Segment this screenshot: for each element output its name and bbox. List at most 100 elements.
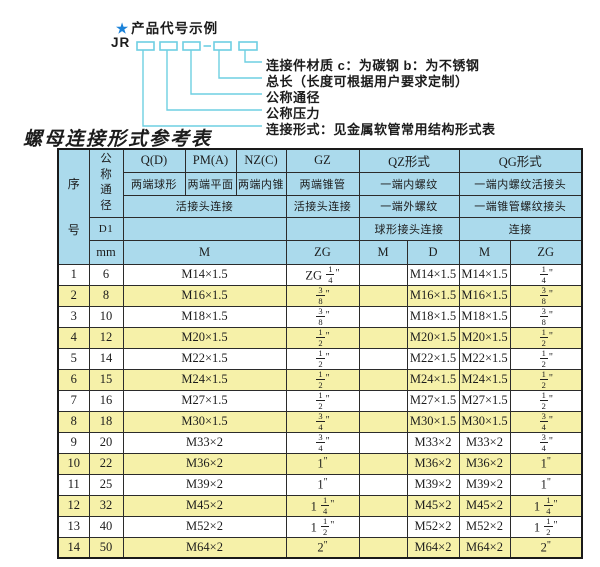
table-cell: 1 2 "	[285, 368, 360, 391]
table-cell: M14×1.5	[458, 263, 511, 286]
table-cell: M39×2	[458, 473, 511, 496]
table-cell: 20	[88, 431, 124, 454]
header-d1: D1	[88, 216, 124, 241]
callout-nominal-pressure: 公称压力	[266, 106, 321, 121]
table-cell: M22×1.5	[458, 347, 511, 370]
reference-table: 序号 公称通径 Q(D) PM(A) NZ(C) GZ QZ形式 QG形式 两端…	[57, 148, 584, 559]
header-union-connection: 活接头连接	[122, 194, 287, 218]
table-cell: 2"	[285, 536, 360, 559]
table-row: 1 6 M14×1.5 ZG 1 4 " M14×1.5 M14×1.5 1 4 "	[57, 263, 583, 286]
table-cell: M39×2	[122, 473, 287, 496]
table-cell: M36×2	[458, 452, 511, 475]
table-cell: 3 8 "	[285, 284, 360, 307]
table-cell	[358, 452, 408, 475]
table-cell: M36×2	[406, 452, 460, 475]
table-cell: 1 2 "	[285, 326, 360, 349]
table-cell: M52×2	[406, 515, 460, 538]
table-cell	[358, 347, 408, 370]
table-cell: 3 4 "	[285, 431, 360, 454]
table-row: 7 16 M27×1.5 1 2 " M27×1.5 M27×1.5 1 2 "	[57, 389, 583, 412]
table-cell	[358, 494, 408, 517]
table-cell	[358, 305, 408, 328]
table-cell: 1 2 "	[285, 389, 360, 412]
header-q-desc: 两端球形	[122, 171, 186, 196]
table-row: 9 20 M33×2 3 4 " M33×2 M33×2 3 4 "	[57, 431, 583, 454]
table-cell: 3 8 "	[509, 284, 583, 307]
header-gz-connection: 活接头连接	[285, 194, 360, 218]
header-gz-desc: 两端锥管	[285, 171, 360, 196]
table-cell: 10	[57, 452, 90, 475]
header-unit-m: M	[122, 239, 287, 265]
header-nz-code: NZ(C)	[235, 148, 287, 173]
table-cell: M33×2	[406, 431, 460, 454]
table-cell: 3 8 "	[509, 305, 583, 328]
table-cell	[358, 536, 408, 559]
table-cell: M18×1.5	[122, 305, 287, 328]
table-cell	[358, 515, 408, 538]
code-prefix: JR	[111, 35, 131, 50]
table-cell: M16×1.5	[458, 284, 511, 307]
header-qg-unit-zg: ZG	[509, 239, 583, 265]
table-row: 4 12 M20×1.5 1 2 " M20×1.5 M20×1.5 1 2 "	[57, 326, 583, 349]
table-cell: 1 2 "	[285, 347, 360, 370]
table-cell: 1 1 2 "	[285, 515, 360, 538]
table-cell: 3 4 "	[509, 410, 583, 433]
table-cell: 1 2 "	[509, 326, 583, 349]
table-cell: 3 4 "	[285, 410, 360, 433]
table-row: 2 8 M16×1.5 3 8 " M16×1.5 M16×1.5 3 8 "	[57, 284, 583, 307]
header-empty-cell	[285, 216, 360, 241]
table-cell: M64×2	[406, 536, 460, 559]
table-cell: 1"	[285, 473, 360, 496]
header-pm-desc: 两端平面	[184, 171, 237, 196]
table-cell: 10	[88, 305, 124, 328]
table-cell: 15	[88, 368, 124, 391]
table-cell: M16×1.5	[406, 284, 460, 307]
table-cell: 12	[57, 494, 90, 517]
header-qg-desc2: 一端锥管螺纹接头	[458, 194, 583, 218]
table-cell: M36×2	[122, 452, 287, 475]
header-q-code: Q(D)	[122, 148, 186, 173]
product-code-diagram	[136, 41, 262, 127]
table-cell: 50	[88, 536, 124, 559]
table-cell: M30×1.5	[406, 410, 460, 433]
table-cell: M22×1.5	[406, 347, 460, 370]
callout-length: 总长（长度可根据用户要求定制）	[266, 74, 469, 89]
table-cell: M64×2	[122, 536, 287, 559]
header-pm-code: PM(A)	[184, 148, 237, 173]
table-cell: 25	[88, 473, 124, 496]
header-empty-cell	[122, 216, 287, 241]
table-cell: 1 2 "	[509, 347, 583, 370]
legend-title: ★ 产品代号示例	[116, 17, 218, 37]
table-cell: 3 4 "	[509, 431, 583, 454]
table-cell: 14	[57, 536, 90, 559]
table-row: 13 40 M52×2 1 1 2 " M52×2 M52×2 1 1 2 "	[57, 515, 583, 538]
table-cell: M27×1.5	[406, 389, 460, 412]
table-cell: 8	[57, 410, 90, 433]
table-body: 1 6 M14×1.5 ZG 1 4 " M14×1.5 M14×1.5 1 4 " 2 8 M16×1.…	[57, 263, 583, 559]
table-cell: 6	[57, 368, 90, 391]
table-cell: 12	[88, 326, 124, 349]
table-cell: M16×1.5	[122, 284, 287, 307]
table-cell: M24×1.5	[406, 368, 460, 391]
callout-nominal-diameter: 公称通径	[266, 90, 321, 105]
table-cell: 13	[57, 515, 90, 538]
table-cell: 1"	[509, 473, 583, 496]
table-cell: 8	[88, 284, 124, 307]
table-cell: 40	[88, 515, 124, 538]
table-cell: M20×1.5	[122, 326, 287, 349]
header-qz-unit-m: M	[358, 239, 408, 265]
header-qg-desc3: 连接	[458, 216, 583, 241]
header-qz-unit-d: D	[406, 239, 460, 265]
table-cell: M45×2	[458, 494, 511, 517]
table-cell: 1 1 2 "	[509, 515, 583, 538]
table-cell	[358, 326, 408, 349]
table-cell: 18	[88, 410, 124, 433]
table-cell: M27×1.5	[122, 389, 287, 412]
table-cell: M30×1.5	[122, 410, 287, 433]
table-cell: 2"	[509, 536, 583, 559]
table-cell: 11	[57, 473, 90, 496]
table-row: 12 32 M45×2 1 1 4 " M45×2 M45×2 1 1 4 "	[57, 494, 583, 517]
table-cell: 22	[88, 452, 124, 475]
table-row: 11 25 M39×2 1" M39×2 M39×2 1"	[57, 473, 583, 496]
